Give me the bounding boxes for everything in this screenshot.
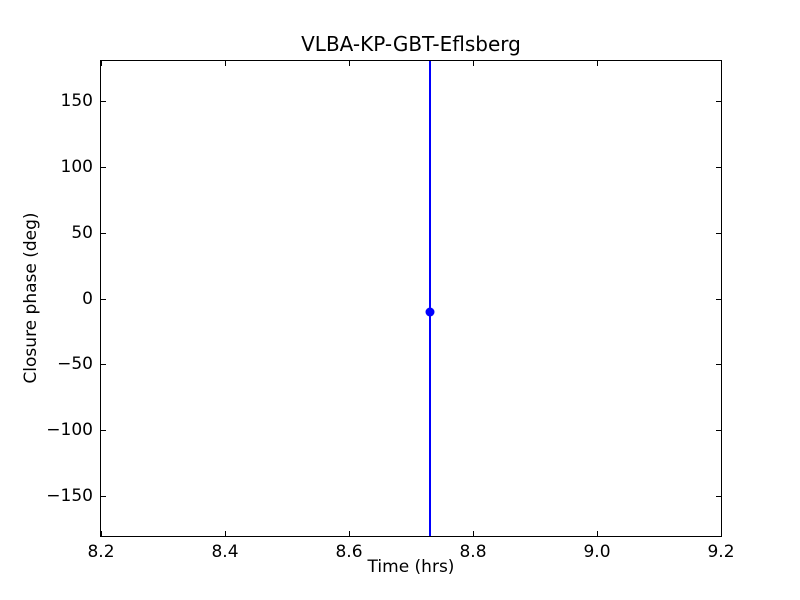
x-tick-mark-top — [721, 61, 722, 66]
y-tick-mark-right — [716, 232, 721, 234]
y-tick-label: −50 — [57, 354, 93, 375]
y-tick-label: 100 — [60, 156, 93, 177]
x-tick-mark-bottom — [349, 531, 350, 536]
y-tick-label: 150 — [60, 90, 93, 111]
x-tick-mark-top — [597, 61, 598, 66]
x-tick-mark-bottom — [225, 531, 226, 536]
x-tick-label: 8.8 — [459, 542, 487, 562]
error-bar — [428, 61, 431, 536]
x-tick-label: 9.2 — [707, 542, 735, 562]
x-tick-mark-top — [473, 61, 474, 66]
x-tick-mark-top — [225, 61, 226, 66]
y-tick-mark-right — [716, 166, 721, 168]
y-tick-mark-right — [716, 496, 721, 498]
x-axis-label: Time (hrs) — [367, 557, 455, 577]
y-tick-mark-right — [716, 430, 721, 432]
x-tick-mark-top — [101, 61, 102, 66]
y-tick-mark-left — [101, 232, 106, 234]
y-tick-mark-left — [101, 496, 106, 498]
data-point-marker — [425, 307, 435, 317]
y-tick-label: −100 — [46, 420, 93, 441]
y-tick-label: −150 — [46, 486, 93, 507]
y-tick-label: 0 — [82, 288, 93, 309]
x-tick-label: 8.6 — [335, 542, 363, 562]
y-tick-mark-left — [101, 100, 106, 102]
x-tick-label: 8.4 — [211, 542, 239, 562]
y-tick-mark-left — [101, 430, 106, 432]
y-tick-mark-left — [101, 298, 106, 300]
x-tick-mark-bottom — [597, 531, 598, 536]
x-tick-mark-bottom — [101, 531, 102, 536]
x-tick-mark-bottom — [473, 531, 474, 536]
y-tick-mark-right — [716, 100, 721, 102]
y-tick-mark-right — [716, 364, 721, 366]
x-tick-mark-top — [349, 61, 350, 66]
x-tick-label: 8.2 — [87, 542, 115, 562]
chart-title: VLBA-KP-GBT-Eflsberg — [301, 32, 521, 56]
y-tick-label: 50 — [71, 222, 93, 243]
y-tick-mark-left — [101, 364, 106, 366]
x-tick-label: 9.0 — [583, 542, 611, 562]
y-axis-label: Closure phase (deg) — [21, 212, 41, 384]
y-tick-mark-left — [101, 166, 106, 168]
y-tick-mark-right — [716, 298, 721, 300]
plot-area: 8.2 8.4 8.6 8.8 9.0 9.2 150 100 50 0 −50 −100 −150 — [46, 60, 735, 562]
x-tick-mark-bottom — [721, 531, 722, 536]
